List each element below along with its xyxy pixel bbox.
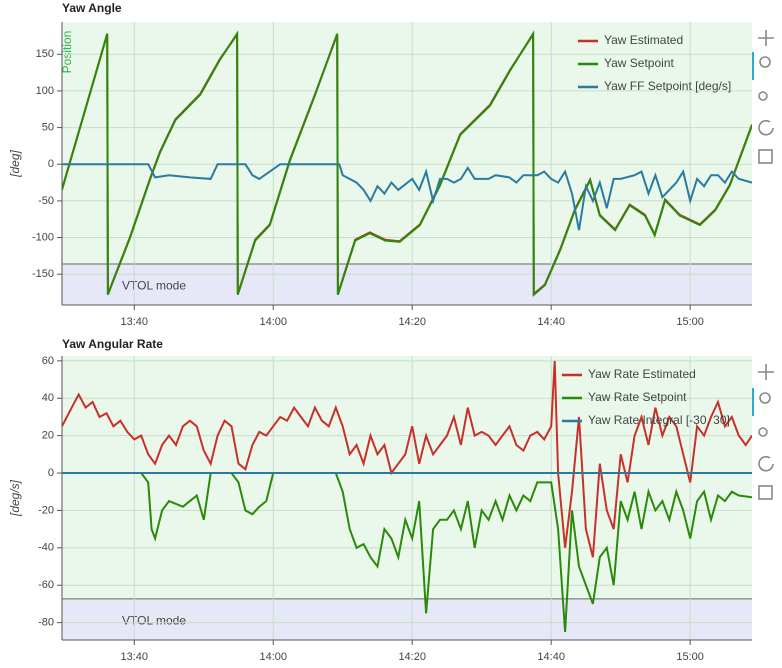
y-axis-label: [deg] (8, 149, 22, 177)
legend-label: Yaw Setpoint (604, 56, 674, 70)
series-line (62, 360, 752, 558)
legend-label: Yaw Rate Estimated (588, 367, 696, 381)
pan-tool[interactable] (758, 30, 774, 46)
x-tick-label: 14:00 (259, 651, 287, 663)
legend-label: Yaw Rate Integral [-30, 30] (588, 413, 730, 427)
y-tick-label: 0 (48, 467, 54, 479)
pan-tool[interactable] (758, 364, 774, 380)
mode-band (62, 598, 752, 640)
series-line (62, 30, 752, 297)
wheel-zoom-tool[interactable] (758, 427, 768, 437)
x-tick-label: 13:40 (121, 316, 149, 328)
series-line (62, 472, 752, 633)
y-tick-label: 60 (42, 355, 54, 367)
x-tick-label: 15:00 (676, 316, 704, 328)
reset-tool[interactable] (758, 455, 774, 472)
legend-label: Yaw FF Setpoint [deg/s] (604, 79, 731, 93)
x-tick-label: 14:40 (537, 316, 565, 328)
save-tool[interactable] (758, 149, 773, 164)
y-tick-label: 0 (48, 158, 54, 170)
chart-title: Yaw Angular Rate (62, 337, 163, 351)
wheel-zoom-tool[interactable] (758, 91, 768, 101)
y-tick-label: -50 (38, 195, 54, 207)
chart-title: Yaw Angle (62, 1, 122, 15)
zoom-tool[interactable] (759, 56, 771, 68)
x-tick-label: 14:20 (398, 651, 426, 663)
y-tick-label: 50 (42, 121, 54, 133)
toolbar-top (751, 30, 774, 164)
active-tool-indicator (751, 52, 754, 80)
y-tick-label: -80 (38, 617, 54, 629)
mode-label: VTOL mode (122, 279, 186, 293)
legend-label: Yaw Estimated (604, 33, 683, 47)
active-tool-indicator (751, 388, 754, 416)
lines (62, 360, 752, 633)
toolbar-bottom (751, 364, 774, 500)
plot-background (62, 22, 752, 305)
lines (62, 30, 752, 297)
x-tick-label: 14:20 (398, 316, 426, 328)
side-label: Position (60, 31, 74, 74)
x-tick-label: 14:40 (537, 651, 565, 663)
x-tick-label: 14:00 (259, 316, 287, 328)
chart: Yaw Angular Rate VTOL mode -80 -60 -40 -20 0 20… (8, 337, 752, 663)
x-tick-label: 15:00 (676, 651, 704, 663)
y-tick-label: -40 (38, 542, 54, 554)
series-line (62, 163, 752, 231)
y-tick-label: 100 (36, 85, 54, 97)
legend-label: Yaw Rate Setpoint (588, 390, 687, 404)
reset-tool[interactable] (758, 119, 774, 136)
y-tick-label: -20 (38, 504, 54, 516)
mode-band (62, 263, 752, 305)
y-tick-label: -60 (38, 579, 54, 591)
y-tick-label: 40 (42, 392, 54, 404)
zoom-tool[interactable] (759, 392, 771, 404)
x-tick-label: 13:40 (121, 651, 149, 663)
plot-background (62, 356, 752, 640)
save-tool[interactable] (758, 485, 773, 500)
mode-label: VTOL mode (122, 614, 186, 628)
y-tick-label: -150 (32, 268, 54, 280)
y-tick-label: 150 (36, 48, 54, 60)
y-tick-label: 20 (42, 430, 54, 442)
chart: Yaw Angle VTOL mode Position -150 -100 -50 0 50… (8, 1, 752, 328)
y-axis-label: [deg/s] (8, 479, 22, 517)
y-tick-label: -100 (32, 231, 54, 243)
